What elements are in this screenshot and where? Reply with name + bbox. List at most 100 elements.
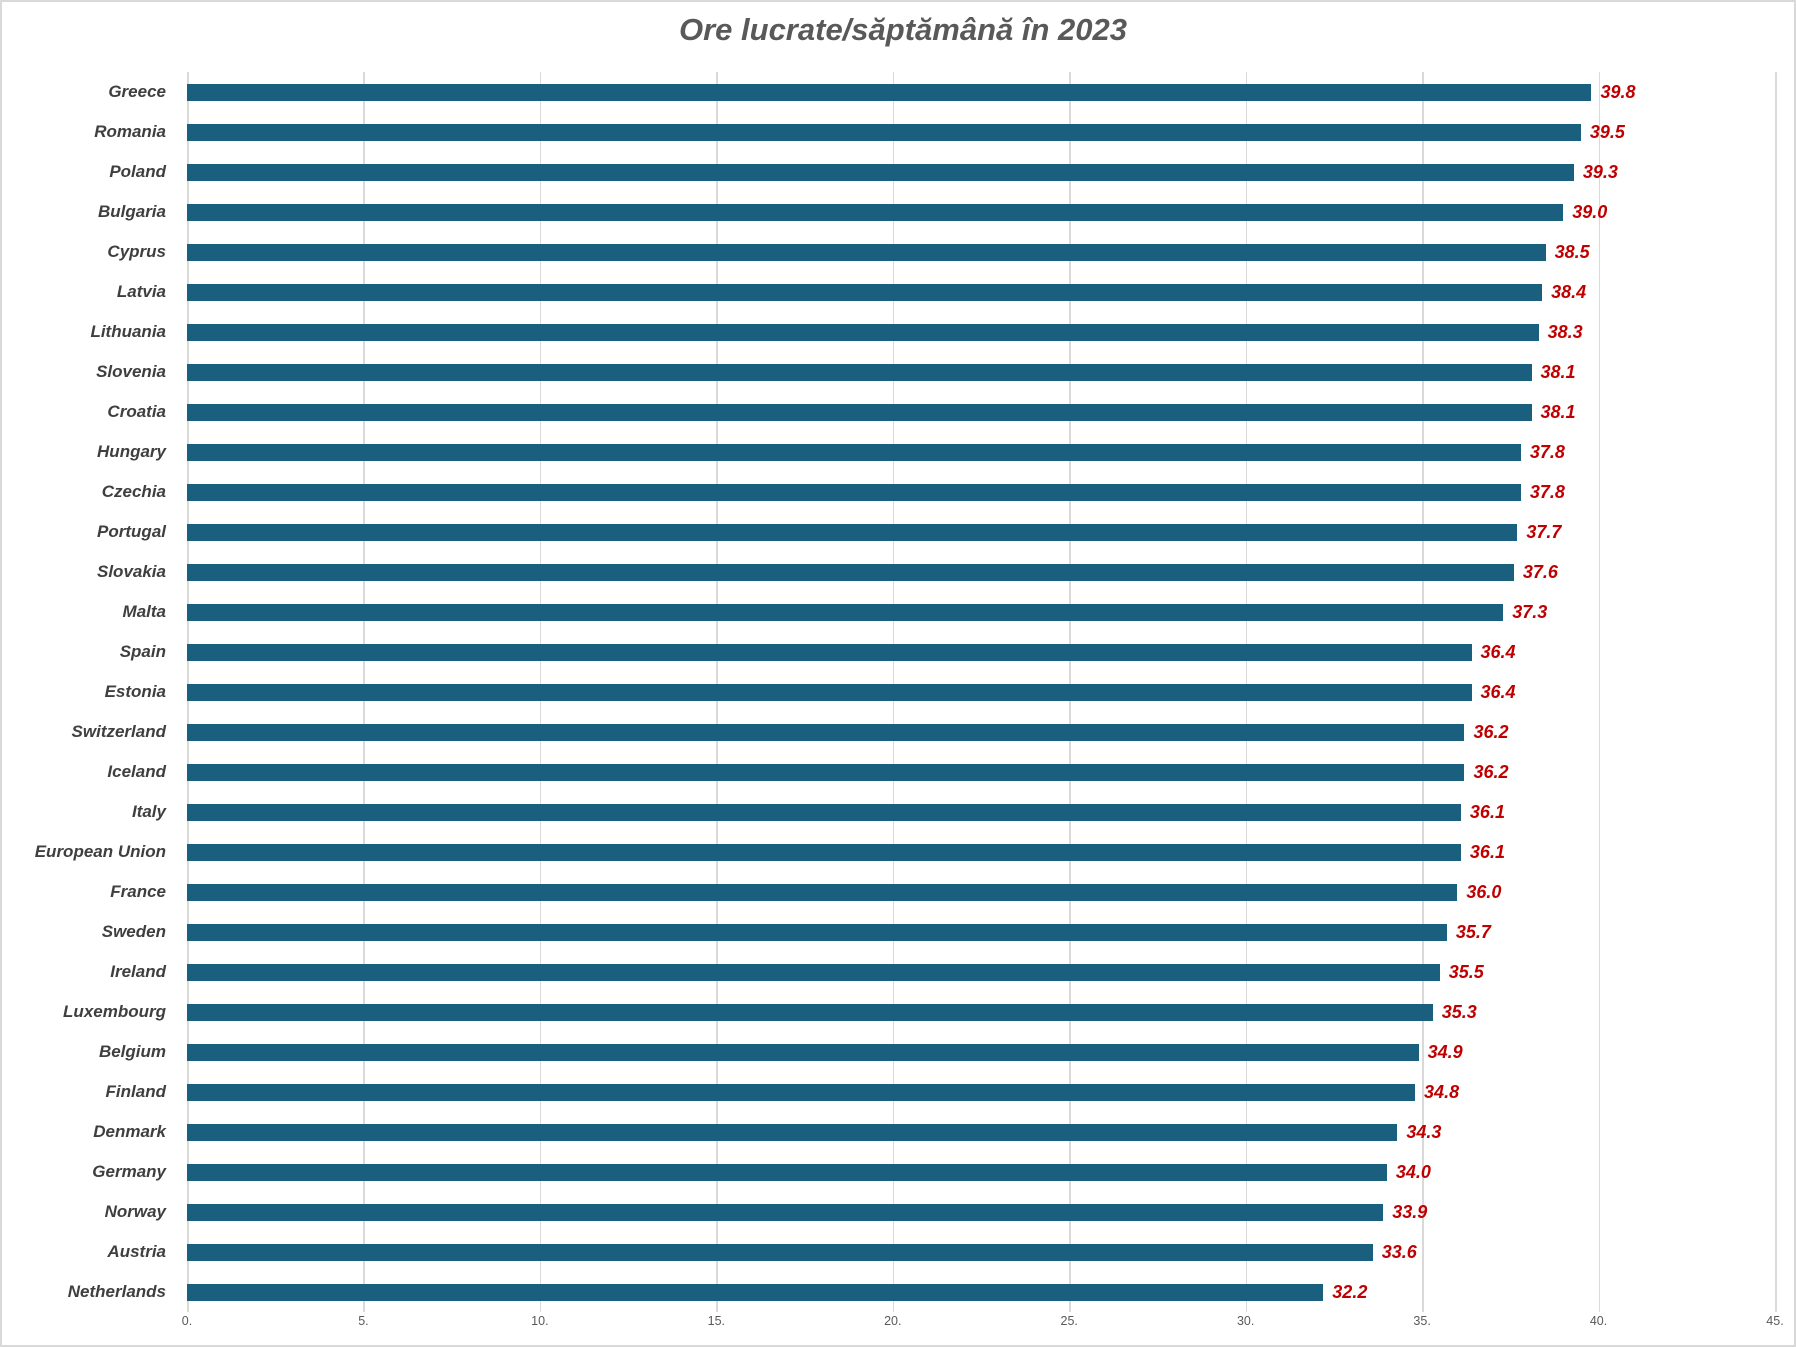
value-label: 34.9 xyxy=(1427,1042,1463,1062)
value-label: 32.2 xyxy=(1332,1282,1368,1302)
value-label: 38.1 xyxy=(1540,402,1576,422)
bar-netherlands xyxy=(187,1283,1324,1301)
chart-row: Belgium 34.9 xyxy=(0,1032,1796,1072)
bar-spain xyxy=(187,643,1472,661)
bar-denmark xyxy=(187,1123,1398,1141)
category-label: Croatia xyxy=(107,402,166,421)
chart-row: Estonia 36.4 xyxy=(0,672,1796,712)
chart-row: Slovenia 38.1 xyxy=(0,352,1796,392)
bar-estonia xyxy=(187,683,1472,701)
chart-row: Poland 39.3 xyxy=(0,152,1796,192)
x-tick-label: 35. xyxy=(1413,1314,1431,1328)
x-tick-label: 20. xyxy=(884,1314,902,1328)
chart-row: Ireland 35.5 xyxy=(0,952,1796,992)
x-tick-label: 0. xyxy=(181,1314,193,1328)
chart-row: Greece 39.8 xyxy=(0,72,1796,112)
bar-switzerland xyxy=(187,723,1465,741)
category-label: Bulgaria xyxy=(97,202,166,221)
gridline-40 xyxy=(1598,72,1601,1312)
value-label: 36.2 xyxy=(1473,722,1509,742)
value-label: 38.5 xyxy=(1554,242,1590,262)
x-tick-label: 45. xyxy=(1766,1314,1784,1328)
bar-austria xyxy=(187,1243,1373,1261)
bar-germany xyxy=(187,1163,1387,1181)
bar-luxembourg xyxy=(187,1003,1433,1021)
chart-row: Austria 33.6 xyxy=(0,1232,1796,1272)
value-label: 33.6 xyxy=(1381,1242,1417,1262)
x-tick-label: 30. xyxy=(1236,1314,1255,1328)
x-tick-label: 10. xyxy=(531,1314,549,1328)
value-label: 36.4 xyxy=(1480,642,1516,662)
bar-belgium xyxy=(187,1043,1419,1061)
bar-italy xyxy=(187,803,1461,821)
value-label: 39.3 xyxy=(1582,162,1618,182)
value-label: 34.8 xyxy=(1424,1082,1460,1102)
category-label: Ireland xyxy=(110,962,166,981)
category-label: Slovenia xyxy=(96,362,166,381)
value-label: 39.5 xyxy=(1589,122,1625,142)
bar-lithuania xyxy=(187,323,1539,341)
category-label: Portugal xyxy=(97,522,166,541)
category-label: Latvia xyxy=(116,282,166,301)
value-label: 39.8 xyxy=(1600,82,1636,102)
chart-row: Denmark 34.3 xyxy=(0,1112,1796,1152)
chart-row: Italy 36.1 xyxy=(0,792,1796,832)
bar-norway xyxy=(187,1203,1384,1221)
chart-row: Lithuania 38.3 xyxy=(0,312,1796,352)
value-label: 37.8 xyxy=(1529,482,1565,502)
category-label: Czechia xyxy=(101,482,166,501)
bar-iceland xyxy=(187,763,1465,781)
value-label: 36.0 xyxy=(1466,882,1502,902)
chart-row: Sweden 35.7 xyxy=(0,912,1796,952)
value-label: 34.3 xyxy=(1406,1122,1442,1142)
category-label: Slovakia xyxy=(97,562,166,581)
category-label: Cyprus xyxy=(107,242,166,261)
category-label: Austria xyxy=(107,1242,166,1261)
bar-hungary xyxy=(187,443,1521,461)
x-tick-label: 15. xyxy=(707,1314,726,1328)
category-label: Greece xyxy=(108,82,166,101)
chart-row: European Union 36.1 xyxy=(0,832,1796,872)
chart-row: Switzerland 36.2 xyxy=(0,712,1796,752)
bar-finland xyxy=(187,1083,1416,1101)
chart-row: Iceland 36.2 xyxy=(0,752,1796,792)
plot-area: Greece 39.8 Romania 39.5 Poland 39.3 Bulgaria 3… xyxy=(0,72,1796,1312)
chart-row: Bulgaria 39.0 xyxy=(0,192,1796,232)
bar-czechia xyxy=(187,483,1521,501)
chart-row: Latvia 38.4 xyxy=(0,272,1796,312)
bar-romania xyxy=(187,123,1581,141)
value-label: 37.6 xyxy=(1522,562,1558,582)
value-label: 36.1 xyxy=(1469,802,1505,822)
category-label: Finland xyxy=(105,1082,166,1101)
bar-france xyxy=(187,883,1458,901)
x-tick-label: 40. xyxy=(1589,1314,1608,1328)
chart-row: Luxembourg 35.3 xyxy=(0,992,1796,1032)
bar-bulgaria xyxy=(187,203,1564,221)
x-axis: 0. 5. 10. 15. 20. 25. 30. 35. 40. 45. xyxy=(0,1314,1796,1334)
value-label: 37.7 xyxy=(1526,522,1562,542)
chart-row: Romania 39.5 xyxy=(0,112,1796,152)
x-tick-label: 25. xyxy=(1060,1314,1078,1328)
chart-row: Malta 37.3 xyxy=(0,592,1796,632)
value-label: 35.3 xyxy=(1441,1002,1477,1022)
category-label: Denmark xyxy=(93,1122,166,1141)
category-label: Italy xyxy=(131,802,166,821)
category-label: Malta xyxy=(122,602,166,621)
category-label: Switzerland xyxy=(71,722,166,741)
value-label: 39.0 xyxy=(1572,202,1608,222)
bar-ireland xyxy=(187,963,1440,981)
gridline-45 xyxy=(1775,72,1777,1312)
bar-slovakia xyxy=(187,563,1514,581)
chart-row: France 36.0 xyxy=(0,872,1796,912)
category-label: Estonia xyxy=(104,682,166,701)
chart-row: Czechia 37.8 xyxy=(0,472,1796,512)
chart-row: Norway 33.9 xyxy=(0,1192,1796,1232)
category-label: European Union xyxy=(34,842,166,861)
value-label: 36.4 xyxy=(1480,682,1516,702)
value-label: 33.9 xyxy=(1392,1202,1428,1222)
chart-row: Slovakia 37.6 xyxy=(0,552,1796,592)
bar-sweden xyxy=(187,923,1447,941)
chart-title: Ore lucrate/săptămână în 2023 xyxy=(678,12,1128,47)
category-label: Sweden xyxy=(101,922,166,941)
chart-row: Spain 36.4 xyxy=(0,632,1796,672)
